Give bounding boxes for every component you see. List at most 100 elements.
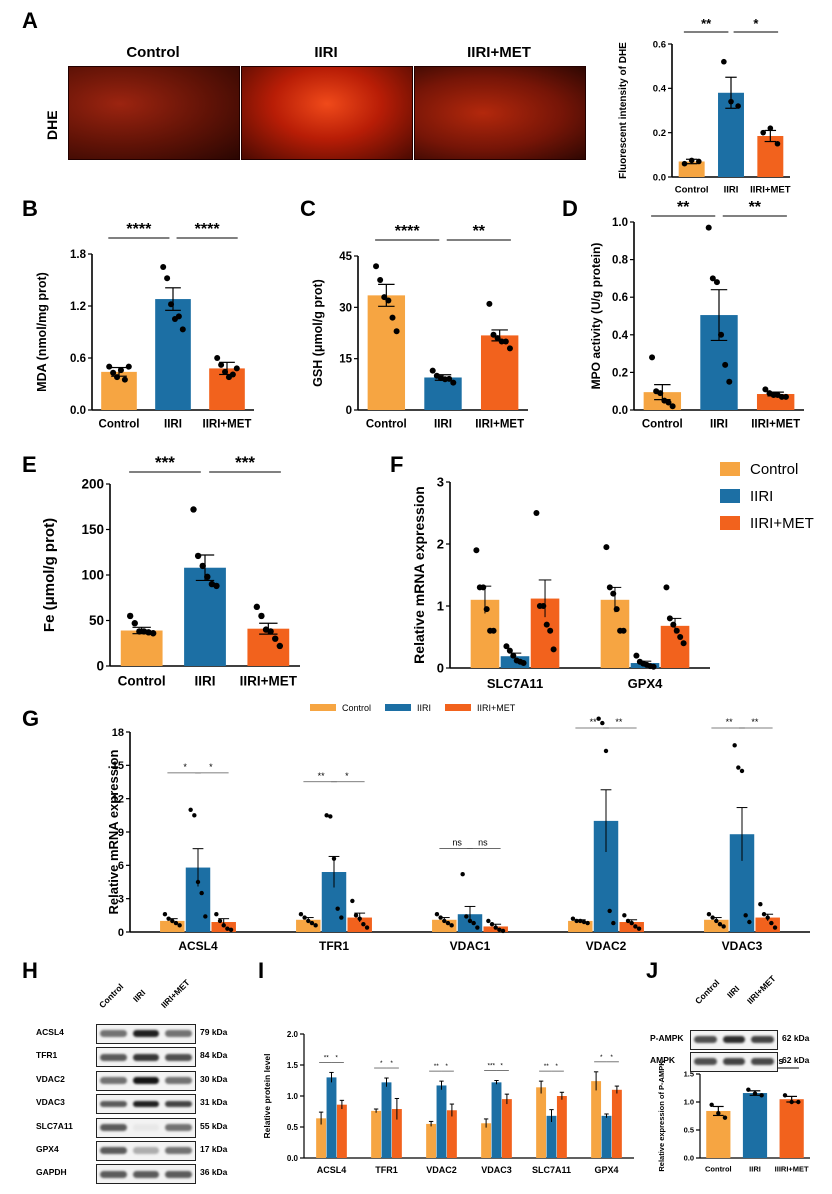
wb-band — [100, 1100, 127, 1108]
data-point — [214, 912, 219, 917]
data-point — [121, 376, 128, 383]
data-point — [179, 326, 186, 333]
wb-band-strip-tfr1 — [96, 1047, 196, 1068]
wb-band-strip-gpx4 — [96, 1141, 196, 1161]
bar-control-acsl4 — [160, 920, 185, 932]
wb-band — [165, 1030, 192, 1038]
wb-band — [165, 1077, 192, 1085]
data-point — [267, 628, 274, 635]
bar-iiri-vdac3 — [491, 1082, 502, 1158]
significance-label: ** — [701, 16, 712, 31]
legend-swatch-control — [720, 462, 740, 476]
data-point — [222, 368, 229, 375]
significance-label: * — [500, 1063, 503, 1070]
data-point — [770, 391, 777, 398]
y-tick-label: 15 — [339, 354, 352, 366]
wb-band — [132, 1170, 160, 1178]
data-point — [339, 915, 344, 920]
bar-control-vdac2 — [426, 1123, 437, 1158]
data-point — [681, 160, 688, 167]
data-point — [607, 908, 612, 914]
data-point — [149, 630, 157, 637]
y-tick-label: 1.0 — [684, 1098, 694, 1107]
data-point — [603, 544, 610, 551]
y-tick-label: 2 — [437, 537, 444, 552]
significance-label: ** — [590, 717, 598, 727]
panel-label-d: D — [562, 196, 578, 221]
wb-kda-label: 79 kDa — [200, 1027, 228, 1037]
data-point — [613, 606, 620, 613]
panel-label-c: C — [300, 196, 316, 221]
y-tick-label: 3 — [437, 475, 444, 490]
bar-iiri-slc7a11 — [546, 1115, 557, 1158]
bar-iiri-gpx4 — [601, 1115, 612, 1158]
data-point — [606, 584, 613, 591]
data-point — [204, 573, 211, 581]
bar-iirimet-vdac2 — [446, 1110, 457, 1158]
data-point — [765, 915, 770, 920]
data-point — [510, 652, 517, 659]
micrograph-iiri — [241, 66, 413, 160]
bar-iiri — [155, 299, 191, 410]
data-point — [328, 814, 333, 819]
data-point — [758, 902, 763, 907]
data-point — [722, 361, 729, 368]
wb-kda-label: 62 kDa — [782, 1033, 810, 1043]
data-point — [714, 918, 719, 924]
data-point — [258, 612, 265, 620]
x-tick-label: ACSL4 — [178, 939, 218, 953]
y-axis-label: MPO activity (U/g protein) — [589, 243, 603, 390]
data-point — [350, 898, 355, 904]
y-tick-label: 0.6 — [70, 353, 86, 365]
y-tick-label: 0.5 — [684, 1126, 694, 1135]
wb-protein-label: VDAC2 — [36, 1073, 65, 1084]
x-tick-label: IIRI — [194, 674, 215, 689]
y-tick-label: 1.0 — [612, 217, 628, 229]
significance-label: * — [345, 771, 349, 781]
data-point — [221, 923, 226, 928]
x-tick-label: Control — [99, 419, 140, 431]
wb-band-strip-pampk — [690, 1030, 778, 1050]
wb-band-strip-gapdh — [96, 1164, 196, 1185]
bar-control-vdac3 — [481, 1123, 492, 1158]
data-point — [650, 663, 657, 670]
significance-label: ** — [677, 199, 690, 216]
bar-control-vdac3 — [704, 919, 729, 932]
x-tick-label: VDAC1 — [450, 939, 491, 953]
y-tick-label: 0 — [96, 659, 104, 674]
data-point — [486, 300, 493, 307]
data-point — [670, 621, 677, 628]
micro-title-iiri: IIRI — [314, 44, 338, 61]
y-tick-label: 200 — [81, 477, 104, 492]
legend-swatch-iirimet — [445, 704, 471, 711]
wb-col-iiri: IIRI — [130, 987, 148, 1004]
data-point — [669, 403, 676, 410]
wb-kda-label: 84 kDa — [200, 1050, 228, 1061]
wb-band — [694, 1036, 717, 1044]
legend-swatch-control — [310, 704, 336, 711]
x-tick-label: Control — [642, 419, 683, 431]
wb-band — [165, 1053, 192, 1061]
data-point — [272, 635, 279, 642]
x-tick-label: IIRI+MET — [750, 185, 791, 196]
data-point — [666, 615, 673, 622]
y-tick-label: 0.6 — [653, 39, 666, 50]
wb-protein-label: VDAC3 — [36, 1097, 65, 1108]
significance-label: * — [335, 1054, 338, 1061]
data-point — [126, 612, 134, 620]
data-point — [718, 331, 725, 338]
y-tick-label: 1.5 — [684, 1070, 694, 1079]
legend-label: Control — [750, 461, 798, 478]
data-point — [760, 129, 766, 136]
significance-label: ** — [544, 1063, 550, 1070]
data-point — [445, 920, 451, 926]
y-tick-label: 18 — [112, 727, 124, 739]
significance-label: ** — [615, 717, 623, 727]
y-tick-label: 15 — [112, 760, 124, 772]
data-point — [483, 606, 490, 613]
data-point — [131, 620, 138, 627]
data-point — [550, 646, 557, 653]
data-point — [574, 918, 579, 924]
x-tick-label: IIRI — [710, 419, 728, 431]
data-point — [649, 354, 656, 361]
